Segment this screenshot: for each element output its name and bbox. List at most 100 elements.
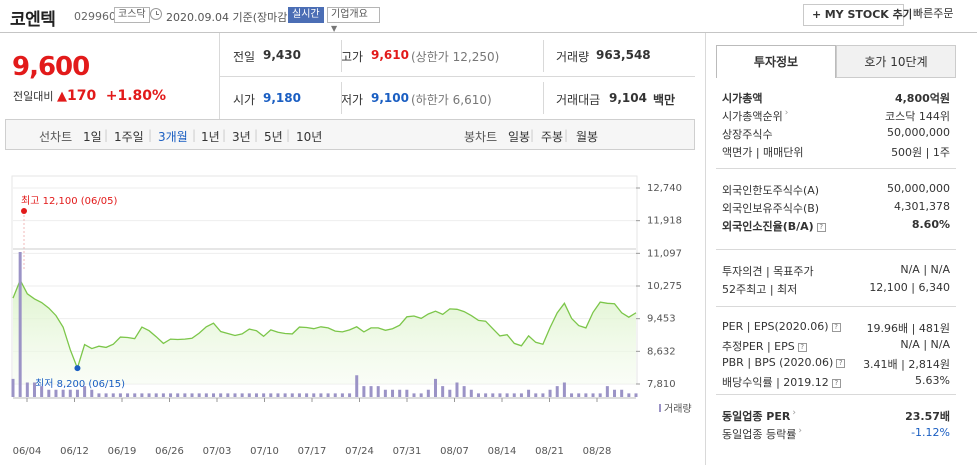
volume-label: 거래량	[556, 50, 590, 64]
info-row: PER | EPS(2020.06)? 19.96배 | 481원	[722, 320, 950, 336]
volume-bar	[68, 389, 72, 397]
volume-bar	[591, 393, 595, 397]
volume-bar	[133, 393, 137, 397]
volume-bar	[118, 393, 122, 397]
info-row: 상장주식수 50,000,000	[722, 126, 950, 142]
info-label: 액면가 | 매매단위	[722, 146, 804, 159]
open-value: 9,180	[263, 91, 301, 105]
divider	[341, 40, 342, 72]
y-tick-label: 11,097	[647, 248, 682, 259]
period-3y[interactable]: 3년	[232, 130, 251, 144]
arrow-icon[interactable]: ›	[792, 408, 796, 418]
volume-bar	[140, 393, 144, 397]
volume-bar	[634, 393, 638, 397]
volume-bar	[555, 386, 559, 397]
period-3m[interactable]: 3개월	[158, 130, 188, 144]
info-row: 외국인소진율(B/A)? 8.60%	[722, 218, 950, 234]
info-value: 4,800억원	[894, 92, 950, 105]
plus-icon: +	[812, 8, 822, 21]
period-1w[interactable]: 1주일	[114, 130, 144, 144]
info-label: 시가총액순위	[722, 110, 783, 123]
volume-bar	[319, 393, 323, 397]
volume-bar	[18, 252, 22, 397]
volume-bar	[126, 393, 130, 397]
low-label: 저가	[341, 93, 364, 107]
price-change: 전일대비 ▲170 +1.80%	[13, 88, 166, 104]
amount-value: 9,104	[609, 91, 647, 105]
help-icon[interactable]: ?	[816, 222, 826, 232]
volume-bar	[620, 389, 624, 397]
my-stock-label: MY STOCK 추가	[824, 8, 913, 21]
chart-toolbar: 선차트 1일 | 1주일 | 3개월 | 1년 | 3년 | 5년 | 10년 …	[5, 119, 695, 150]
volume-bar	[83, 386, 87, 397]
candle-weekly[interactable]: 주봉	[541, 130, 564, 144]
candle-daily[interactable]: 일봉	[508, 130, 531, 144]
divider	[219, 33, 220, 119]
x-tick-label: 08/14	[488, 446, 517, 457]
info-row: 외국인보유주식수(B) 4,301,378	[722, 200, 950, 216]
stock-name: 코엔텍	[10, 10, 56, 30]
volume-bar	[40, 386, 44, 397]
info-label: 동일업종 PER	[722, 410, 791, 423]
volume-bar	[333, 393, 337, 397]
volume-bar	[197, 393, 201, 397]
x-tick-label: 07/31	[393, 446, 422, 457]
info-value: 50,000,000	[887, 182, 950, 195]
help-icon[interactable]: ?	[831, 378, 841, 388]
volume-bar	[598, 393, 602, 397]
info-row: 외국인한도주식수(A) 50,000,000	[722, 182, 950, 198]
stock-code: 029960	[74, 10, 116, 23]
line-chart-label: 선차트	[39, 130, 73, 144]
summary-row-1: 전일 9,430 고가 9,610 (상한가 12,250) 거래량 963,5…	[233, 48, 693, 64]
volume-bar	[326, 393, 330, 397]
volume-bar	[570, 393, 574, 397]
info-value: 50,000,000	[887, 126, 950, 139]
volume-bar	[176, 393, 180, 397]
help-icon[interactable]: ?	[836, 358, 846, 368]
volume-bar	[405, 389, 409, 397]
help-icon[interactable]: ?	[797, 342, 807, 352]
help-icon[interactable]: ?	[831, 322, 841, 332]
date-suffix: 기준(장마감)	[232, 11, 292, 24]
period-10y[interactable]: 10년	[296, 130, 323, 144]
y-tick-label: 7,810	[647, 379, 676, 390]
my-stock-add-button[interactable]: + MY STOCK 추가	[803, 4, 913, 26]
volume-bar	[54, 389, 58, 397]
info-row: 시가총액순위 › 코스닥 144위	[722, 108, 950, 124]
info-label: 외국인보유주식수(B)	[722, 202, 820, 215]
arrow-icon[interactable]: ›	[784, 108, 789, 118]
info-label: 동일업종 등락률	[722, 428, 797, 441]
clock-icon	[150, 8, 162, 20]
x-tick-label: 06/12	[60, 446, 89, 457]
y-tick-label: 12,740	[647, 183, 682, 194]
info-row: 액면가 | 매매단위 500원 | 1주	[722, 144, 950, 160]
company-info-dropdown[interactable]: 기업개요 ▼	[327, 7, 380, 33]
info-value: 4,301,378	[894, 200, 950, 213]
arrow-icon[interactable]: ›	[798, 426, 802, 436]
volume-bar	[297, 393, 301, 397]
volume-value: 963,548	[596, 48, 651, 62]
volume-bar	[97, 393, 101, 397]
volume-bar	[161, 393, 165, 397]
info-value: N/A | N/A	[900, 338, 950, 351]
change-label: 전일대비	[13, 90, 54, 103]
volume-bar	[75, 389, 79, 397]
volume-bar	[362, 386, 366, 397]
divider	[341, 82, 342, 114]
period-5y[interactable]: 5년	[264, 130, 283, 144]
period-1y[interactable]: 1년	[201, 130, 220, 144]
volume-bar	[627, 393, 631, 397]
period-1d[interactable]: 1일	[83, 130, 102, 144]
candle-monthly[interactable]: 월봉	[576, 130, 599, 144]
tab-investment-info[interactable]: 투자정보	[716, 45, 836, 78]
volume-bar	[383, 389, 387, 397]
volume-bar	[448, 389, 452, 397]
realtime-badge[interactable]: 실시간	[288, 7, 324, 23]
tab-order-book[interactable]: 호가 10단계	[836, 45, 956, 78]
price-area	[13, 280, 636, 384]
low-marker	[74, 365, 81, 372]
high-annotation: 최고 12,100 (06/05)	[21, 195, 117, 207]
quick-order-button[interactable]: 빠른주문	[911, 4, 966, 26]
x-tick-label: 07/03	[203, 446, 232, 457]
volume-bar	[527, 389, 531, 397]
